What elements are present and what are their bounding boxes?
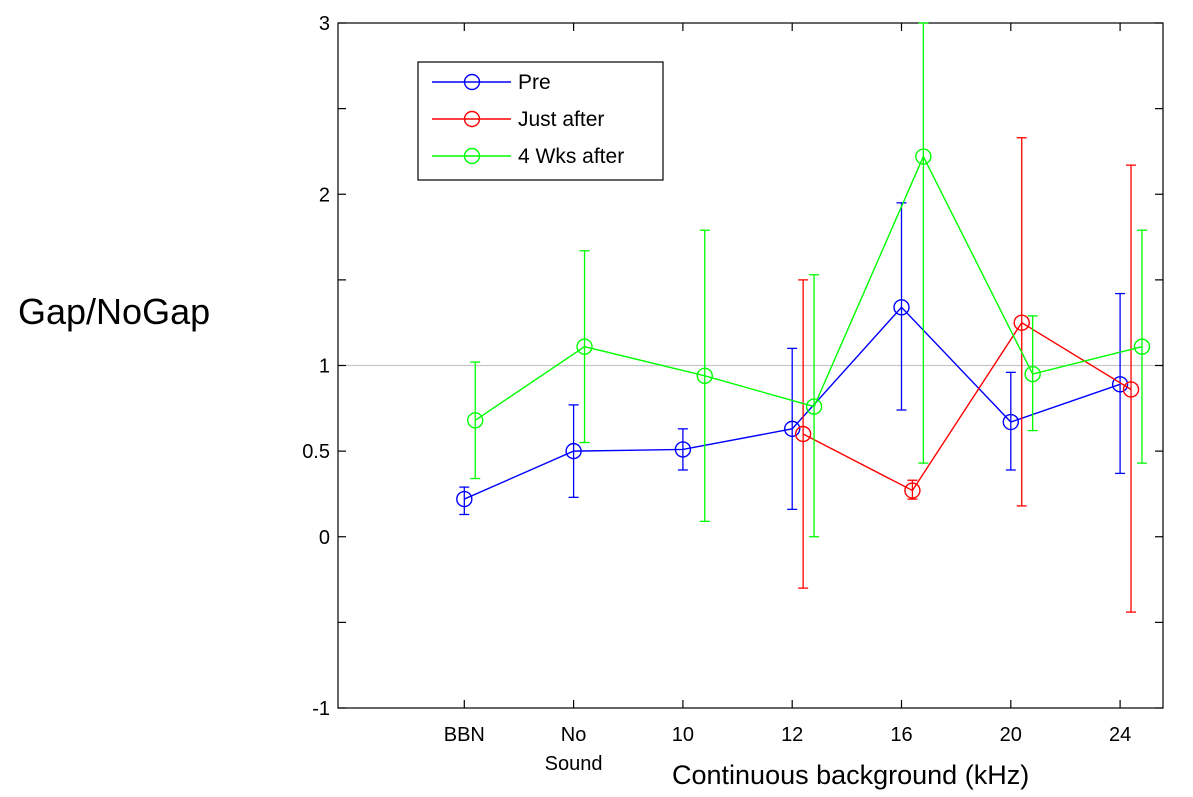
- data-point: [1133, 338, 1151, 355]
- legend-entry: 4 Wks after: [518, 145, 624, 168]
- data-point: [576, 338, 593, 355]
- y-tick-label: 0.5: [302, 441, 330, 463]
- data-point: [1024, 365, 1041, 383]
- data-point: [893, 299, 910, 316]
- x-tick-label: BBN: [444, 724, 485, 746]
- data-point: [805, 398, 823, 415]
- legend-marker: [463, 110, 481, 128]
- data-point: [1002, 413, 1019, 431]
- data-point: [456, 490, 473, 508]
- data-point: [915, 148, 932, 165]
- data-point: [467, 412, 484, 429]
- data-point: [565, 442, 582, 460]
- y-axis-label: Gap/NoGap: [18, 291, 211, 332]
- legend-marker: [463, 147, 481, 165]
- data-point: [696, 367, 713, 384]
- y-tick-label: 3: [319, 13, 330, 35]
- y-tick-label: 1: [319, 356, 330, 378]
- series-line: [474, 154, 1143, 421]
- x-tick-label: 24: [1109, 724, 1131, 746]
- x-tick-label: 10: [672, 724, 694, 746]
- data-point: [784, 420, 801, 438]
- legend-entry: Just after: [518, 108, 604, 131]
- data-point: [1013, 314, 1030, 331]
- x-tick-label: 20: [1000, 724, 1022, 746]
- y-tick-label: 0: [319, 527, 330, 549]
- x-tick-label: 12: [781, 724, 803, 746]
- legend-marker: [463, 73, 481, 91]
- x-tick-label: Sound: [545, 753, 603, 775]
- y-tick-label: -1: [312, 698, 330, 720]
- series-line: [802, 321, 1132, 492]
- x-tick-label: No: [561, 724, 587, 746]
- x-axis-label: Continuous background (kHz): [672, 760, 1030, 790]
- data-point: [1122, 381, 1140, 398]
- y-tick-label: 2: [319, 184, 330, 206]
- x-tick-label: 16: [890, 724, 912, 746]
- data-point: [1111, 376, 1129, 393]
- data-point: [794, 425, 812, 443]
- data-point: [904, 482, 921, 499]
- legend-entry: Pre: [518, 71, 551, 94]
- data-point: [674, 441, 692, 458]
